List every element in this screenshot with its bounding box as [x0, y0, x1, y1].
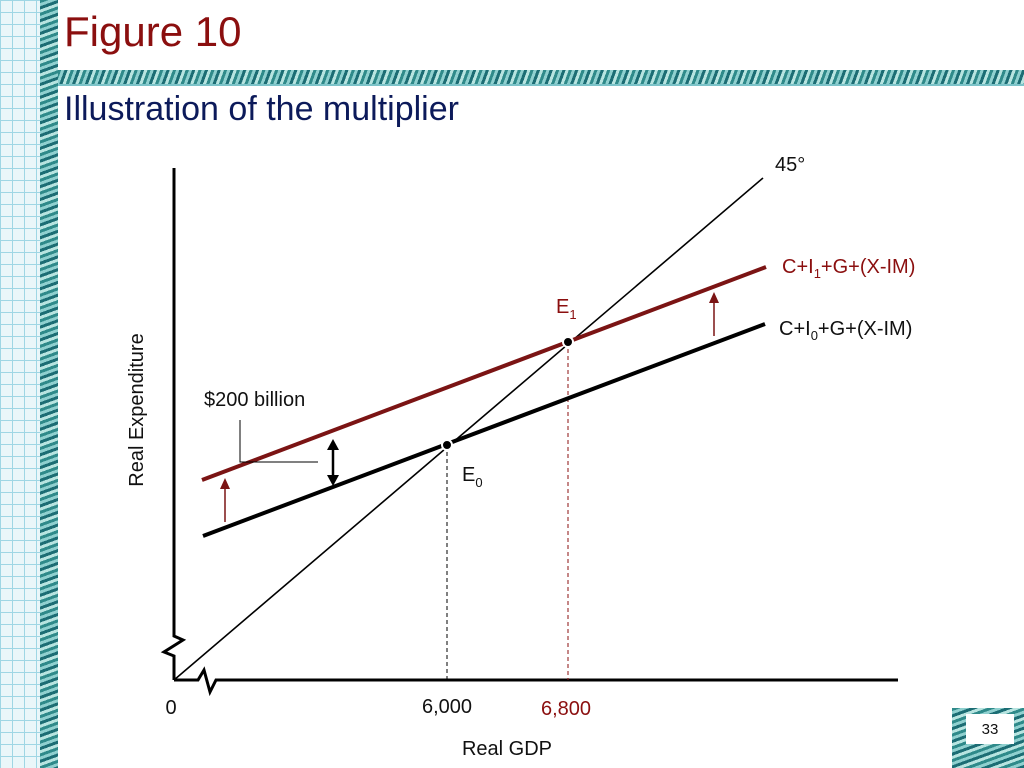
page-number: 33 — [966, 714, 1014, 744]
e0-point — [441, 439, 453, 451]
shift-callout-line — [239, 420, 318, 463]
tick-label-6000: 6,000 — [422, 696, 472, 718]
title-divider-line — [58, 84, 1024, 86]
left-shift-arrow — [220, 478, 230, 522]
y-axis-label: Real Expenditure — [126, 333, 148, 486]
left-grid-strip — [0, 0, 40, 768]
e1-point — [562, 336, 574, 348]
e0-label: E0 — [462, 464, 483, 490]
slide-subtitle: Illustration of the multiplier — [64, 90, 459, 128]
slide-title: Figure 10 — [64, 8, 242, 55]
shift-amount-label: $200 billion — [204, 389, 305, 411]
e1-label: E1 — [556, 296, 577, 322]
origin-label: 0 — [165, 697, 176, 719]
y-axis — [160, 168, 187, 680]
right-shift-arrow — [709, 292, 719, 336]
old-expenditure-line — [202, 322, 766, 538]
forty-five-degree-line — [173, 177, 764, 681]
shift-double-arrow — [327, 439, 339, 486]
left-texture-band — [40, 0, 58, 768]
old-expenditure-label: C+I0+G+(X-IM) — [779, 318, 912, 343]
x-axis-label: Real GDP — [462, 738, 552, 760]
tick-label-6800: 6,800 — [541, 698, 591, 720]
new-expenditure-label: C+I1+G+(X-IM) — [782, 256, 915, 281]
x-axis — [174, 666, 898, 697]
new-expenditure-line — [201, 265, 767, 482]
title-divider-band — [58, 70, 1024, 84]
forty-five-degree-label: 45° — [775, 154, 805, 176]
